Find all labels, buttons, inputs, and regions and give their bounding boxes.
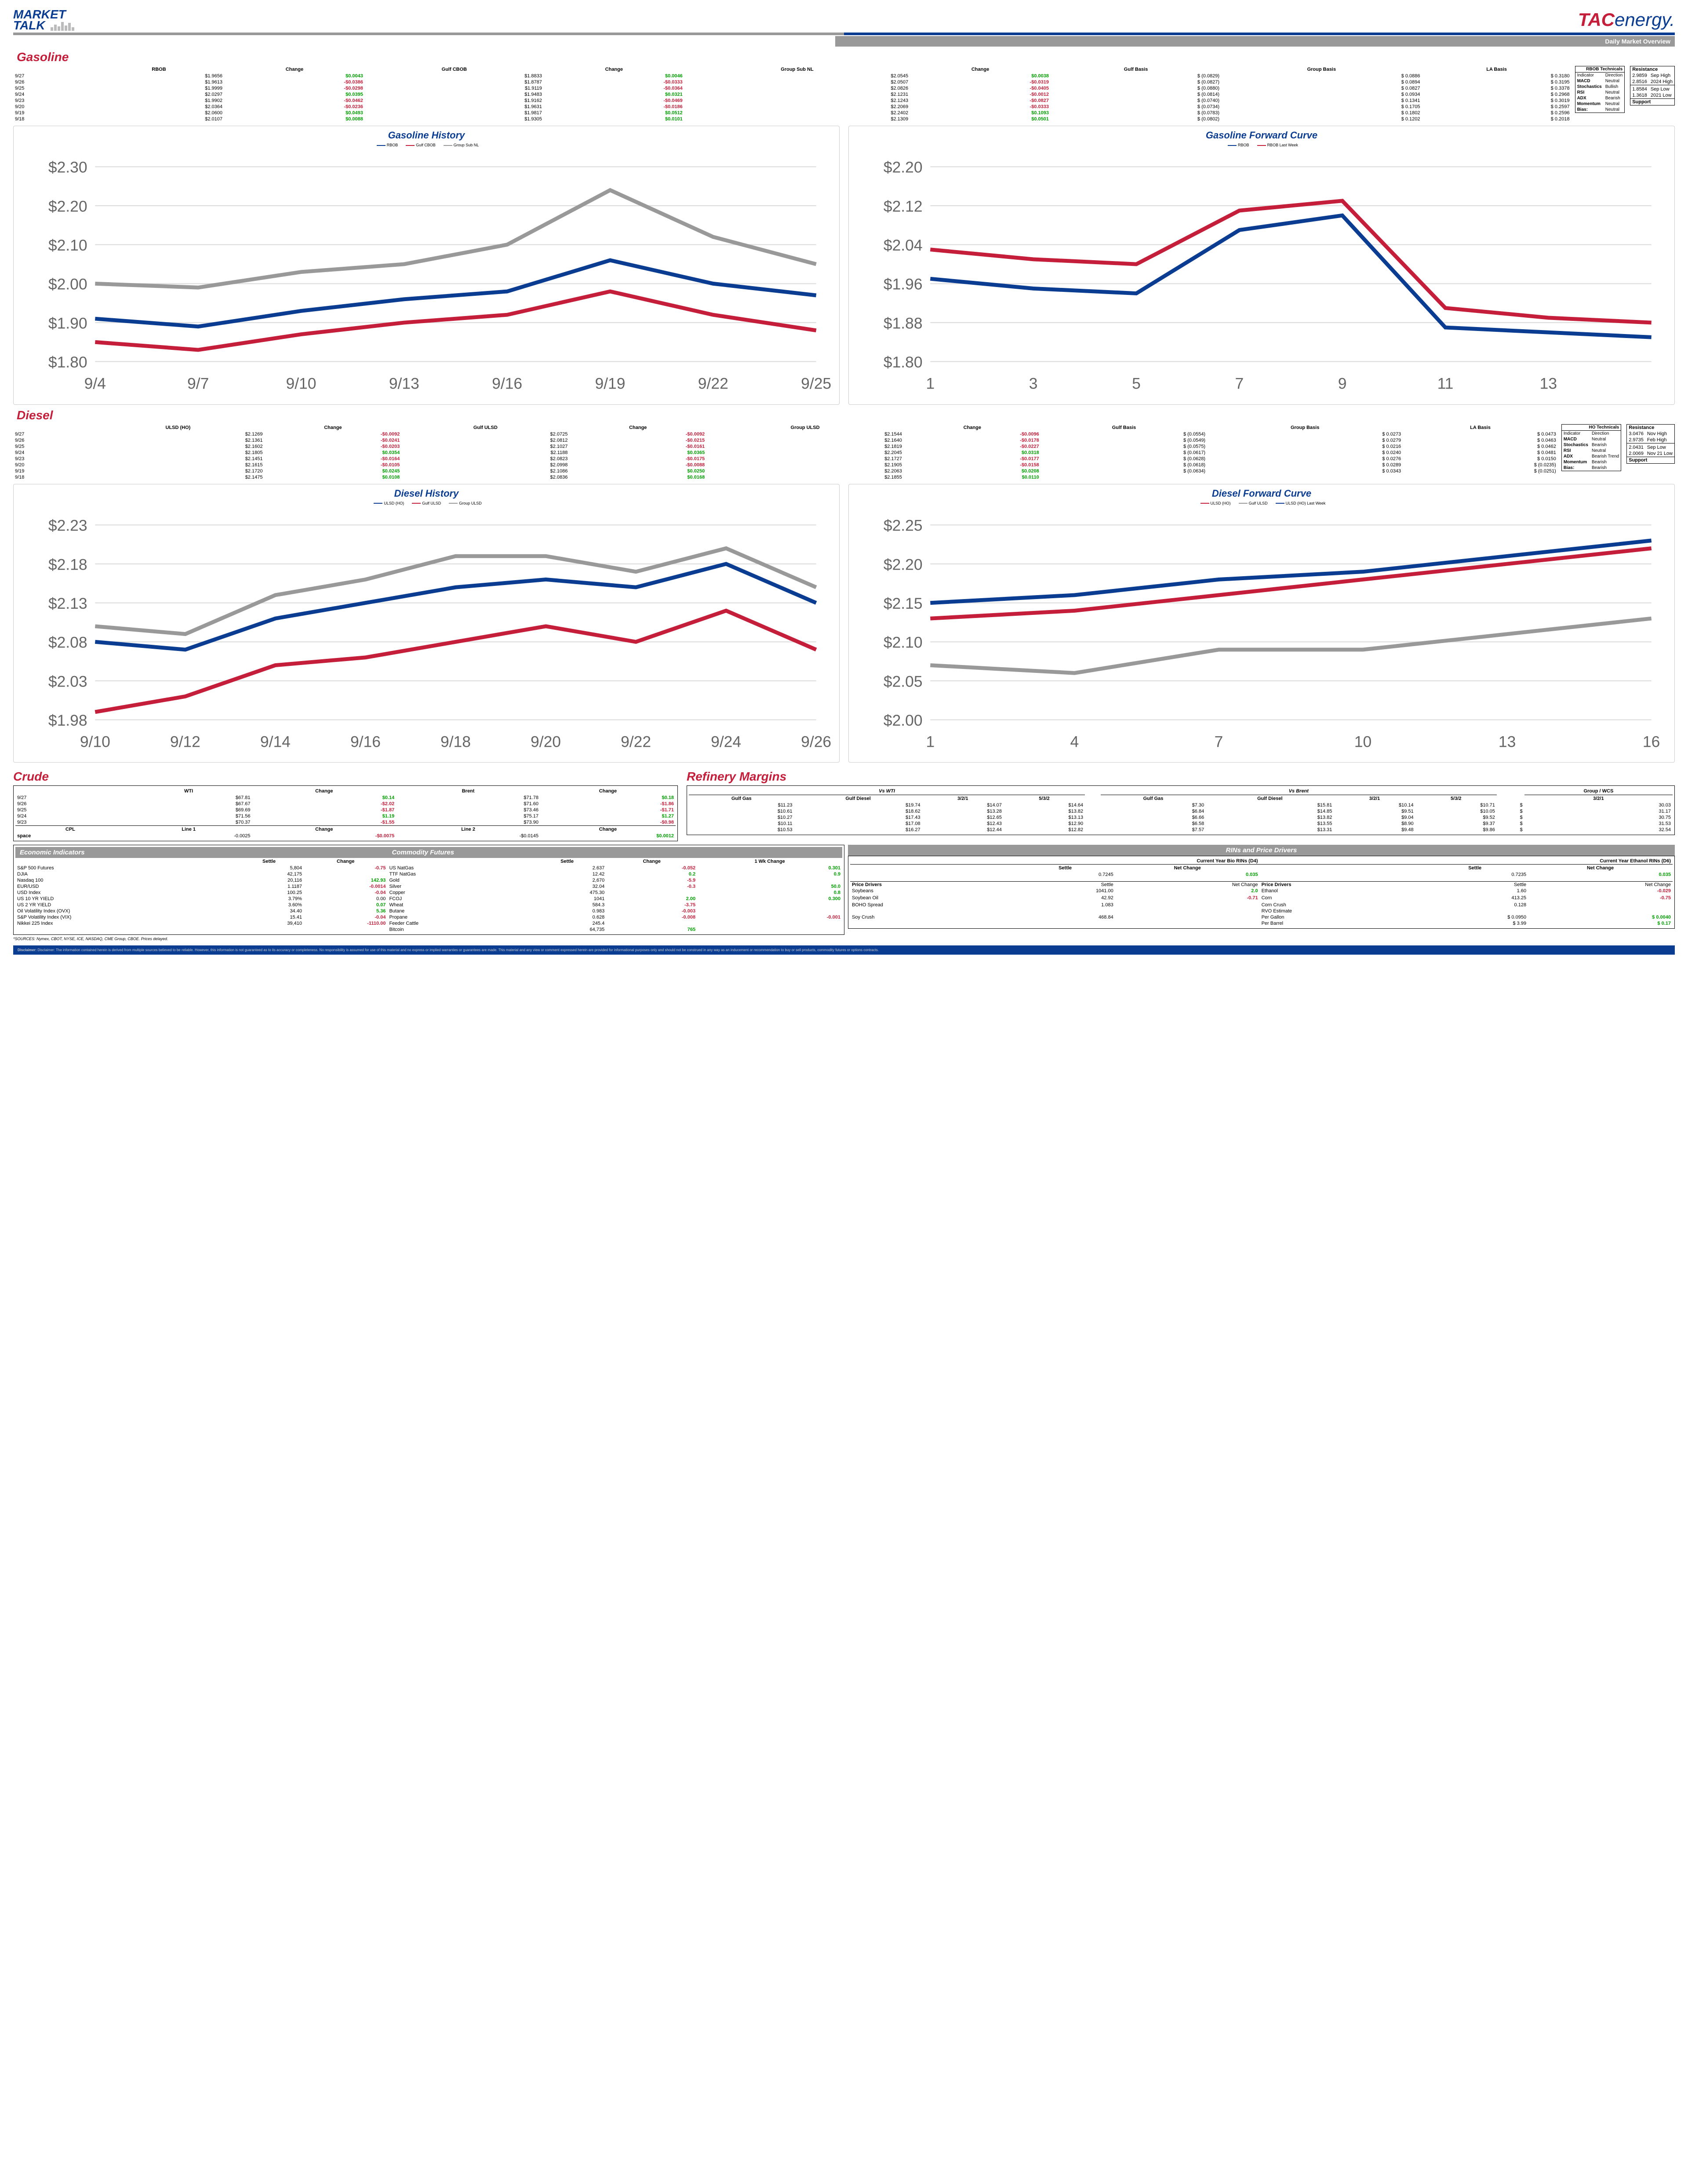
svg-text:7: 7 xyxy=(1235,375,1244,392)
svg-text:9/13: 9/13 xyxy=(389,375,419,392)
svg-text:3: 3 xyxy=(1029,375,1038,392)
ho-technicals-box: HO TechnicalsIndicatorDirectionMACDNeutr… xyxy=(1561,424,1621,471)
gasoline-history-chart: Gasoline History RBOBGulf CBOBGroup Sub … xyxy=(13,126,840,404)
gasoline-forward-chart: Gasoline Forward Curve RBOBRBOB Last Wee… xyxy=(848,126,1675,404)
gasoline-title: Gasoline xyxy=(17,50,1675,64)
rins-header: RINs and Price Drivers xyxy=(848,845,1675,856)
gasoline-table: RBOBChangeGulf CBOBChangeGroup Sub NLCha… xyxy=(13,66,1572,122)
svg-text:$2.23: $2.23 xyxy=(48,516,87,534)
svg-text:9/22: 9/22 xyxy=(698,375,728,392)
svg-text:16: 16 xyxy=(1643,733,1660,750)
refinery-box: Vs WTIVs BrentGroup / WCSGulf GasGulf Di… xyxy=(687,785,1675,835)
svg-text:4: 4 xyxy=(1070,733,1079,750)
svg-text:9/4: 9/4 xyxy=(84,375,106,392)
svg-text:9/14: 9/14 xyxy=(260,733,291,750)
svg-text:$1.80: $1.80 xyxy=(48,353,87,371)
refinery-title: Refinery Margins xyxy=(687,770,1675,784)
svg-text:9/25: 9/25 xyxy=(801,375,831,392)
disclaimer: Disclaimer: Disclaimer: The information … xyxy=(13,945,1675,955)
svg-text:9/16: 9/16 xyxy=(492,375,522,392)
diesel-table: ULSD (HO)ChangeGulf ULSDChangeGroup ULSD… xyxy=(13,424,1558,480)
crude-title: Crude xyxy=(13,770,678,784)
market-talk-logo: MARKET TALK xyxy=(13,9,75,31)
header-bar xyxy=(13,33,1675,35)
rins-box: Current Year Bio RINs (D4)Current Year E… xyxy=(848,856,1675,929)
svg-text:13: 13 xyxy=(1499,733,1516,750)
tac-logo: TACenergy. xyxy=(1578,9,1675,30)
svg-text:9/10: 9/10 xyxy=(286,375,316,392)
svg-text:9/16: 9/16 xyxy=(350,733,381,750)
econ-comm-box: Economic Indicators SettleChangeS&P 500 … xyxy=(13,845,844,935)
svg-text:$2.10: $2.10 xyxy=(48,236,87,254)
diesel-forward-chart: Diesel Forward Curve ULSD (HO)Gulf ULSDU… xyxy=(848,484,1675,763)
svg-text:$2.00: $2.00 xyxy=(48,276,87,293)
svg-text:7: 7 xyxy=(1215,733,1223,750)
rbob-technicals-box: RBOB TechnicalsIndicatorDirectionMACDNeu… xyxy=(1575,66,1625,113)
svg-text:5: 5 xyxy=(1132,375,1141,392)
svg-text:$2.20: $2.20 xyxy=(884,556,923,573)
svg-text:$2.12: $2.12 xyxy=(884,198,923,215)
svg-text:9/20: 9/20 xyxy=(531,733,561,750)
svg-text:1: 1 xyxy=(926,733,935,750)
svg-text:$2.25: $2.25 xyxy=(884,516,923,534)
svg-text:$1.80: $1.80 xyxy=(884,353,923,371)
svg-text:$2.10: $2.10 xyxy=(884,633,923,651)
rbob-resistance-box: Resistance2.9859Sep High2.85162024 High1… xyxy=(1630,66,1675,105)
svg-text:$2.20: $2.20 xyxy=(48,198,87,215)
ho-resistance-box: Resistance3.0476Nov High2.9735Feb High2.… xyxy=(1626,424,1675,464)
svg-text:1: 1 xyxy=(926,375,935,392)
svg-text:9/26: 9/26 xyxy=(801,733,831,750)
svg-text:$1.88: $1.88 xyxy=(884,315,923,332)
econ-header: Economic Indicators xyxy=(15,847,387,858)
comm-header: Commodity Futures xyxy=(387,847,842,858)
svg-text:$2.30: $2.30 xyxy=(48,159,87,176)
svg-text:9/12: 9/12 xyxy=(170,733,200,750)
svg-text:$2.18: $2.18 xyxy=(48,556,87,573)
crude-box: WTIChangeBrentChange9/27$67.81$0.14$71.7… xyxy=(13,785,678,841)
svg-text:9/22: 9/22 xyxy=(621,733,651,750)
svg-text:9: 9 xyxy=(1338,375,1347,392)
svg-text:$2.05: $2.05 xyxy=(884,672,923,690)
svg-text:9/18: 9/18 xyxy=(440,733,471,750)
svg-text:$1.98: $1.98 xyxy=(48,712,87,729)
svg-text:11: 11 xyxy=(1437,375,1454,392)
svg-text:9/19: 9/19 xyxy=(595,375,625,392)
svg-text:$2.20: $2.20 xyxy=(884,159,923,176)
svg-text:$2.00: $2.00 xyxy=(884,712,923,729)
svg-text:9/7: 9/7 xyxy=(187,375,209,392)
svg-text:$1.90: $1.90 xyxy=(48,315,87,332)
daily-market-overview-label: Daily Market Overview xyxy=(835,36,1675,47)
svg-text:$2.15: $2.15 xyxy=(884,595,923,612)
diesel-title: Diesel xyxy=(17,408,1675,422)
svg-text:13: 13 xyxy=(1540,375,1557,392)
svg-text:$1.96: $1.96 xyxy=(884,276,923,293)
svg-text:$2.03: $2.03 xyxy=(48,672,87,690)
svg-text:10: 10 xyxy=(1354,733,1372,750)
svg-text:9/10: 9/10 xyxy=(80,733,110,750)
sources-note: *SOURCES: Nymex, CBOT, NYSE, ICE, NASDAQ… xyxy=(13,937,1675,941)
svg-text:9/24: 9/24 xyxy=(711,733,741,750)
svg-text:$2.08: $2.08 xyxy=(48,633,87,651)
diesel-history-chart: Diesel History ULSD (HO)Gulf ULSDGroup U… xyxy=(13,484,840,763)
svg-text:$2.13: $2.13 xyxy=(48,595,87,612)
logo-row: MARKET TALK TACenergy. xyxy=(13,9,1675,31)
svg-text:$2.04: $2.04 xyxy=(884,236,923,254)
